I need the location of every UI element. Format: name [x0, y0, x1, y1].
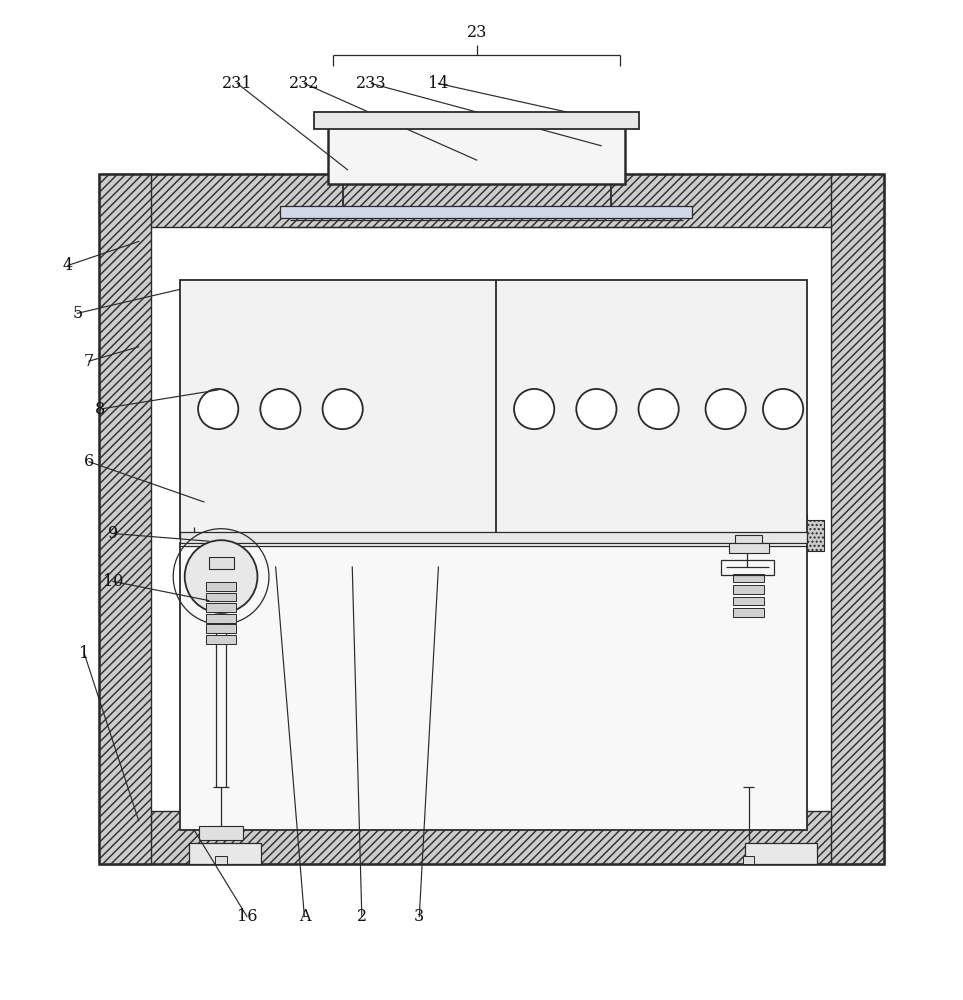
Text: 14: 14 [429, 75, 449, 92]
Text: 231: 231 [222, 75, 252, 92]
Bar [206, 582, 236, 591]
Bar [206, 614, 236, 623]
Text: 23: 23 [466, 24, 487, 41]
Circle shape [763, 389, 803, 429]
Circle shape [706, 389, 745, 429]
Bar [733, 585, 764, 594]
Text: 2: 2 [356, 908, 367, 925]
Bar [831, 174, 884, 864]
Bar [721, 560, 773, 575]
Text: 10: 10 [103, 573, 123, 590]
Bar [180, 543, 807, 830]
Bar [788, 520, 824, 551]
Text: 3: 3 [414, 908, 425, 925]
Bar [190, 843, 261, 864]
Bar [98, 174, 884, 227]
Bar [180, 280, 807, 538]
Text: 7: 7 [84, 353, 94, 370]
Text: 6: 6 [84, 453, 94, 470]
Bar [209, 557, 233, 569]
Bar [206, 603, 236, 612]
Bar [729, 543, 768, 553]
Bar [735, 535, 762, 543]
Bar [98, 811, 884, 864]
Bar [180, 514, 217, 543]
Circle shape [323, 389, 363, 429]
Circle shape [514, 389, 555, 429]
Circle shape [638, 389, 679, 429]
Bar [206, 635, 236, 644]
Text: 1: 1 [79, 645, 90, 662]
Bar [199, 826, 243, 840]
Bar [328, 122, 625, 184]
Text: A: A [299, 908, 310, 925]
Bar [770, 514, 807, 543]
Circle shape [260, 389, 300, 429]
Circle shape [185, 540, 257, 613]
Bar [180, 532, 807, 543]
Bar [744, 843, 817, 864]
Bar [206, 593, 236, 601]
Circle shape [198, 389, 238, 429]
Bar [280, 206, 692, 218]
Circle shape [576, 389, 616, 429]
Bar [733, 574, 764, 582]
Bar [314, 112, 639, 129]
Bar [98, 174, 151, 864]
Text: 8: 8 [95, 401, 106, 418]
Text: 232: 232 [289, 75, 320, 92]
Text: 233: 233 [356, 75, 387, 92]
Text: 4: 4 [63, 257, 73, 274]
Bar [742, 856, 754, 864]
Text: 16: 16 [237, 908, 257, 925]
Bar [206, 624, 236, 633]
Bar [733, 608, 764, 617]
Text: 5: 5 [72, 305, 83, 322]
Bar [98, 174, 884, 864]
Bar [216, 856, 227, 864]
Text: 9: 9 [108, 525, 118, 542]
Bar [733, 597, 764, 605]
